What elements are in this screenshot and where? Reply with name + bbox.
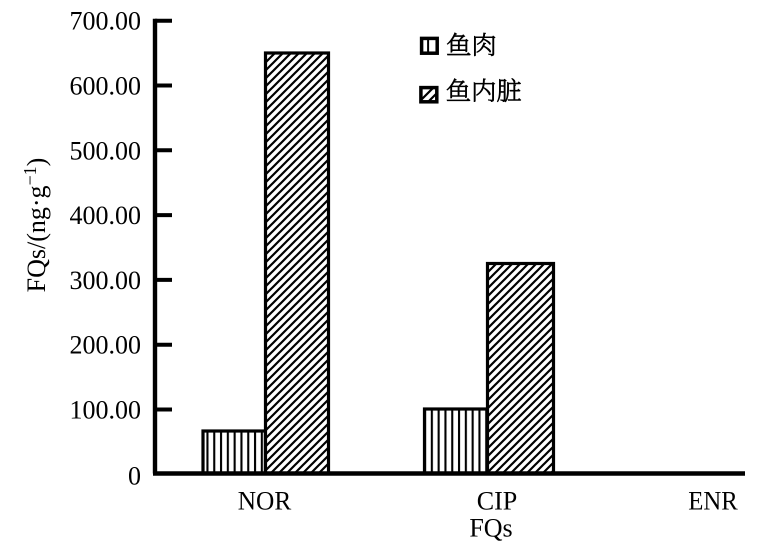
- svg-text:100.00: 100.00: [70, 396, 142, 425]
- svg-text:ENR: ENR: [688, 485, 738, 515]
- svg-text:FQs/(ng·g−1): FQs/(ng·g−1): [20, 158, 51, 293]
- svg-text:CIP: CIP: [477, 485, 518, 515]
- svg-text:500.00: 500.00: [70, 136, 142, 165]
- svg-text:700.00: 700.00: [70, 7, 142, 36]
- svg-text:0: 0: [128, 462, 141, 491]
- svg-text:NOR: NOR: [238, 485, 292, 515]
- svg-text:200.00: 200.00: [70, 331, 142, 360]
- svg-text:400.00: 400.00: [70, 201, 142, 230]
- svg-text:600.00: 600.00: [70, 72, 142, 101]
- svg-text:300.00: 300.00: [70, 266, 142, 295]
- svg-text:FQs: FQs: [469, 514, 512, 543]
